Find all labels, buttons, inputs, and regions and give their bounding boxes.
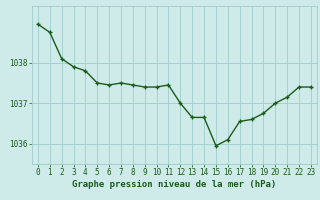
X-axis label: Graphe pression niveau de la mer (hPa): Graphe pression niveau de la mer (hPa): [72, 180, 276, 189]
